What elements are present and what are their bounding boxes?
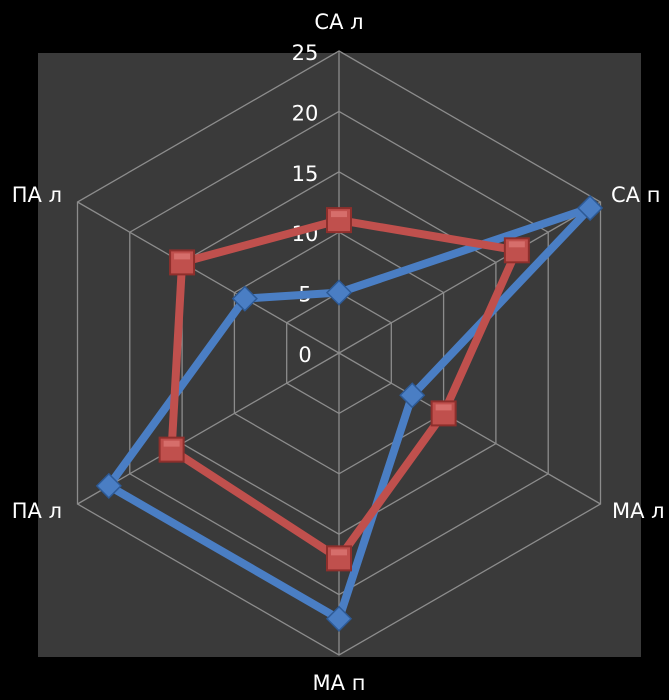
category-label: МА п	[313, 671, 366, 695]
diamond-icon	[95, 472, 122, 499]
marker-highlight	[331, 211, 347, 218]
marker-highlight	[435, 404, 452, 411]
category-label: ПА л	[12, 499, 62, 523]
grid-spoke	[338, 201, 601, 354]
marker-highlight	[508, 241, 525, 248]
tick-label: 15	[292, 162, 319, 186]
diamond-icon	[325, 605, 353, 632]
diamond-icon	[399, 382, 426, 409]
grid-spoke	[77, 201, 340, 354]
diamond-icon	[577, 194, 604, 222]
category-labels: СА л СА п МА л МА п ПА л ПА л	[12, 10, 665, 695]
marker-highlight	[331, 549, 347, 556]
series-1	[95, 194, 604, 632]
grid-spoke	[77, 352, 340, 505]
series-2	[158, 207, 530, 572]
tick-label: 20	[292, 101, 319, 125]
diamond-icon	[325, 279, 353, 306]
category-label: СА л	[314, 10, 363, 34]
series-layer	[95, 194, 604, 632]
category-label: МА л	[612, 499, 665, 523]
diamond-icon	[231, 285, 258, 312]
grid-layer	[76, 50, 602, 656]
tick-label: 0	[298, 343, 311, 367]
marker-highlight	[174, 253, 191, 260]
tick-label: 25	[292, 41, 319, 65]
marker-highlight	[163, 440, 180, 447]
category-label: ПА л	[12, 183, 62, 207]
category-label: СА п	[611, 183, 660, 207]
grid-spoke	[338, 352, 601, 505]
